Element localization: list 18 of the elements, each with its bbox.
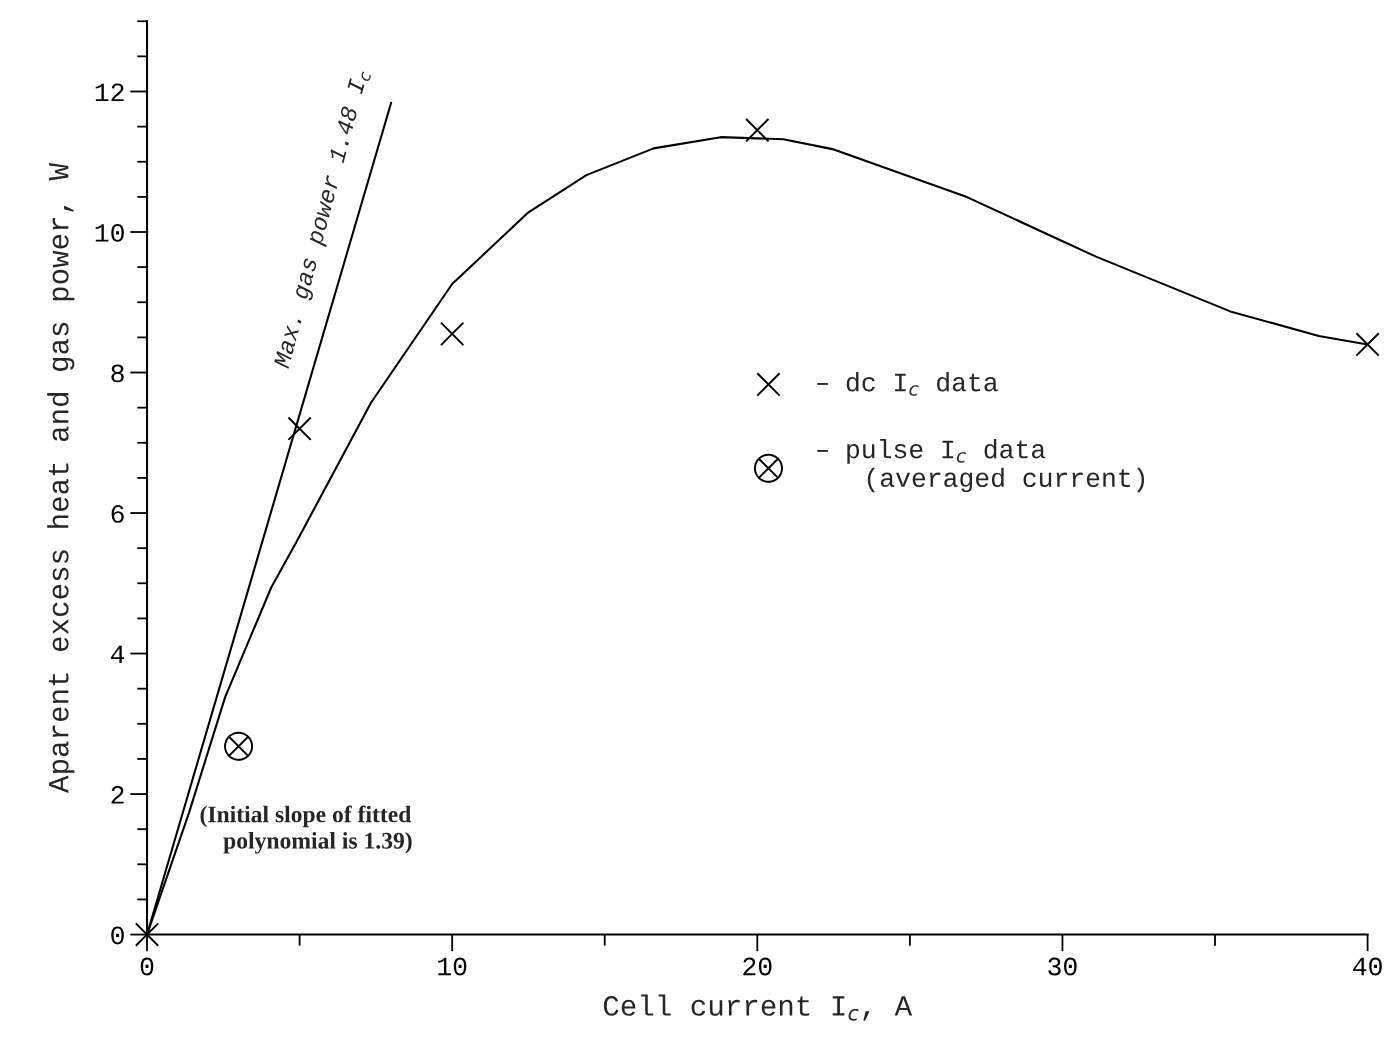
x-tick-label: 10: [438, 957, 467, 976]
x-tick-label: 30: [1048, 957, 1077, 976]
y-tick-label: 12: [95, 83, 124, 102]
y-tick-label: 6: [111, 504, 124, 523]
x-tick-label: 40: [1353, 957, 1382, 976]
annotation: (Initial slope of fitted polynomial is 1.39): [200, 805, 412, 854]
x-tick-label: 20: [743, 957, 772, 976]
y-tick-label: 2: [111, 785, 124, 804]
y-tick-label: 4: [110, 645, 125, 664]
legend-label: – dc I$_{c}$ data: [817, 372, 998, 396]
y-axis-title: Aparent excess heat and gas power, W: [47, 162, 75, 793]
y-tick-label: 8: [111, 364, 124, 383]
x-axis-title: Cell current I$_{c}$, A: [603, 994, 913, 1021]
x-tick-label: 0: [140, 957, 154, 976]
text: Max. gas power 1.48 I$_{c}$: [273, 68, 373, 371]
legend-label: – pulse I$_{c}$ data (averaged current): [817, 439, 1145, 493]
y-tick-label: 0: [111, 926, 124, 945]
y-tick-label: 10: [95, 223, 124, 242]
